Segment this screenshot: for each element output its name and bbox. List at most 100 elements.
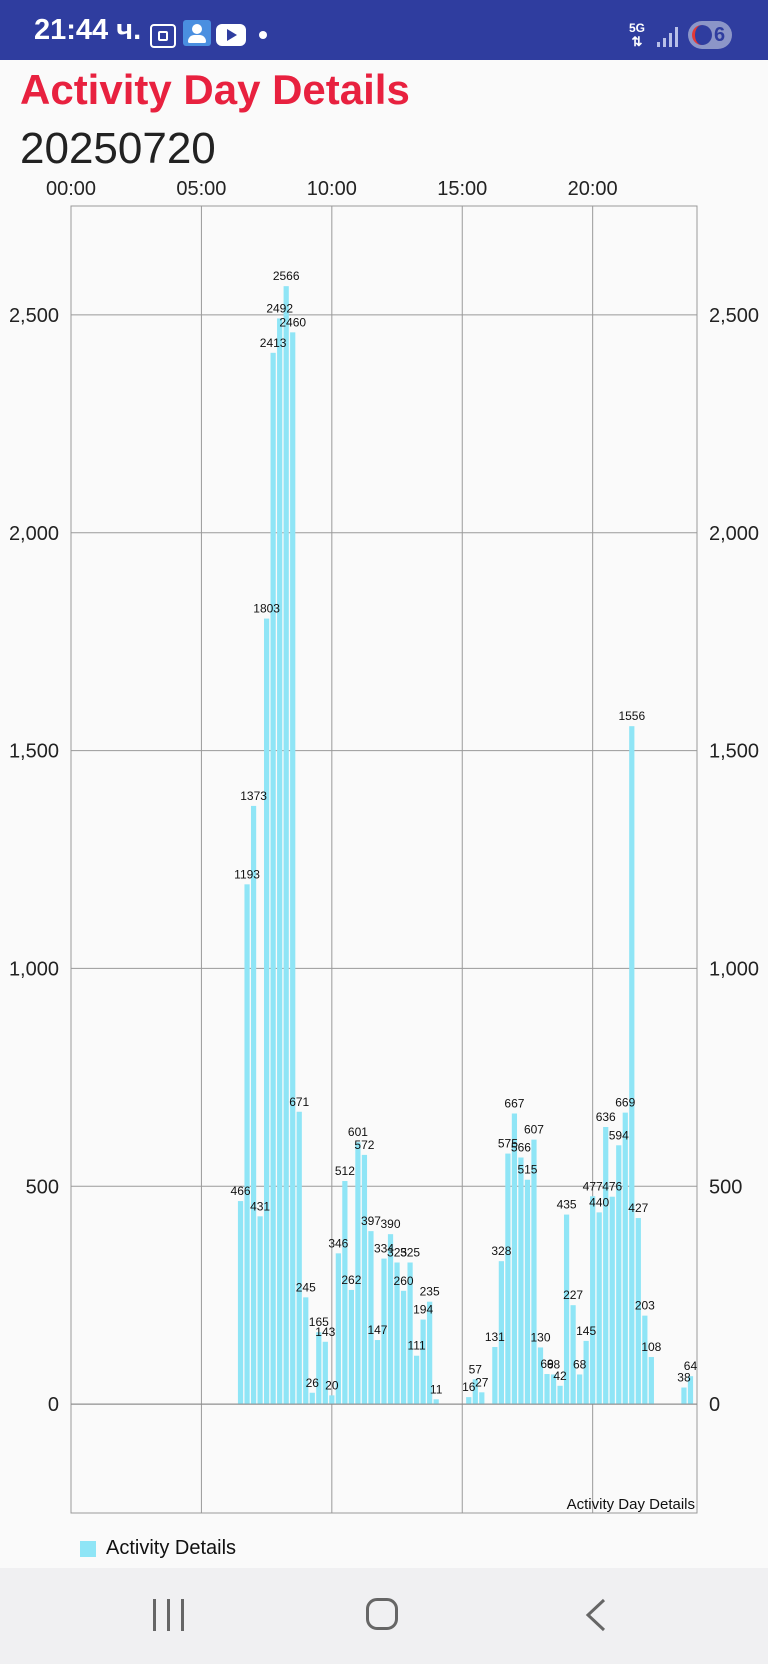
navigation-bar [0, 1568, 768, 1664]
bar-value-label: 334 [374, 1242, 394, 1256]
bar [583, 1340, 589, 1405]
bar [479, 1392, 485, 1405]
y-tick-label-left: 1,000 [9, 958, 59, 980]
bar [355, 1142, 361, 1405]
x-tick-label: 15:00 [437, 178, 487, 200]
bar [413, 1355, 420, 1405]
bar [505, 1153, 511, 1405]
bar [303, 1297, 309, 1405]
dot-icon [259, 31, 267, 39]
bar [420, 1319, 426, 1405]
chart-description: Activity Day Details [567, 1496, 695, 1513]
y-tick-label-right: 2,500 [709, 305, 759, 327]
status-bar: 21:44 ч. 5G ⇅ 6 [0, 0, 768, 60]
bar-value-label: 262 [341, 1273, 361, 1287]
bar-value-label: 440 [589, 1195, 609, 1209]
activity-chart[interactable]: 466 1193 1373 431 1803 2413 2492 2566 2460 671 245… [0, 168, 768, 1520]
bar [257, 1216, 263, 1405]
bar-value-label: 20 [325, 1378, 339, 1392]
bar [329, 1395, 335, 1405]
bar-value-label: 1556 [618, 709, 645, 723]
recents-icon[interactable] [151, 1599, 185, 1631]
x-tick-label: 10:00 [307, 178, 357, 200]
bar [277, 318, 283, 1405]
bar-value-label: 669 [615, 1096, 635, 1110]
bar-value-label: 466 [231, 1184, 251, 1198]
bar [492, 1347, 498, 1405]
y-tick-label-right: 2,000 [709, 523, 759, 545]
bar [524, 1179, 531, 1405]
bar-value-label: 607 [524, 1123, 544, 1137]
bar [550, 1374, 557, 1405]
home-icon[interactable] [366, 1598, 398, 1630]
bar [316, 1332, 322, 1405]
x-tick-label: 05:00 [176, 178, 226, 200]
bar [570, 1305, 576, 1405]
bar-value-label: 671 [289, 1095, 309, 1109]
bar [557, 1385, 563, 1405]
y-tick-label-left: 1,500 [9, 741, 59, 763]
y-tick-label-left: 500 [26, 1176, 59, 1198]
bar [381, 1258, 387, 1405]
bar-value-label: 260 [394, 1274, 414, 1288]
bar [374, 1340, 381, 1405]
bar [596, 1212, 602, 1405]
bar-value-label: 566 [511, 1140, 531, 1154]
bar-value-label: 1803 [253, 602, 280, 616]
bar [387, 1234, 394, 1405]
bar-value-label: 16 [462, 1380, 476, 1394]
bar-value-label: 227 [563, 1288, 583, 1302]
y-tick-label-right: 500 [709, 1176, 742, 1198]
bar-value-label: 108 [641, 1340, 661, 1354]
bar-value-label: 594 [609, 1128, 629, 1142]
bar [322, 1341, 328, 1405]
bar-value-label: 325 [387, 1245, 407, 1259]
bar-value-label: 245 [296, 1280, 316, 1294]
bar [335, 1253, 341, 1405]
bar-value-label: 131 [485, 1330, 505, 1344]
bar [466, 1397, 472, 1405]
chart-value-labels: 466 1193 1373 431 1803 2413 2492 2566 2460 671 245… [231, 269, 698, 1396]
y-tick-label-left: 0 [48, 1394, 59, 1416]
y-tick-label-right: 1,000 [709, 958, 759, 980]
chart-axes: 0 0 500 500 1,000 1,000 1,500 1,500 2,000 2,000 2,… [9, 178, 759, 1416]
signal-icon [657, 27, 678, 47]
bar-value-label: 42 [553, 1369, 567, 1383]
bar [264, 618, 270, 1405]
bar [433, 1399, 439, 1405]
x-tick-label: 20:00 [568, 178, 618, 200]
bar [394, 1262, 400, 1405]
date-label: 20250720 [20, 124, 216, 173]
bar [237, 1201, 244, 1405]
bar-value-label: 64 [684, 1359, 698, 1373]
bar-value-label: 69 [540, 1357, 554, 1371]
bar-value-label: 38 [677, 1371, 691, 1385]
x-tick-label: 00:00 [46, 178, 96, 200]
bar [577, 1374, 583, 1405]
bar [400, 1290, 407, 1405]
bar [407, 1262, 413, 1405]
bar-value-label: 27 [475, 1375, 489, 1389]
bar [687, 1376, 694, 1405]
bar [296, 1111, 302, 1405]
bar-value-label: 165 [309, 1315, 329, 1329]
battery-saver-icon [692, 25, 712, 45]
bar [472, 1379, 478, 1405]
bar [590, 1196, 596, 1405]
bar [616, 1145, 622, 1405]
bar-value-label: 575 [498, 1137, 518, 1151]
battery-icon: 6 [688, 21, 732, 49]
gallery-icon [150, 24, 176, 48]
back-icon[interactable] [584, 1598, 610, 1632]
bar [342, 1181, 348, 1405]
bar-value-label: 390 [381, 1217, 401, 1231]
bar-value-label: 435 [557, 1198, 577, 1212]
bar [518, 1157, 524, 1405]
legend-swatch [80, 1541, 96, 1557]
bar [563, 1214, 570, 1405]
bar-value-label: 11 [430, 1382, 443, 1396]
5g-icon: 5G ⇅ [624, 22, 650, 50]
bar [270, 352, 276, 1405]
photo-icon [183, 20, 211, 46]
bar-value-label: 572 [354, 1138, 374, 1152]
